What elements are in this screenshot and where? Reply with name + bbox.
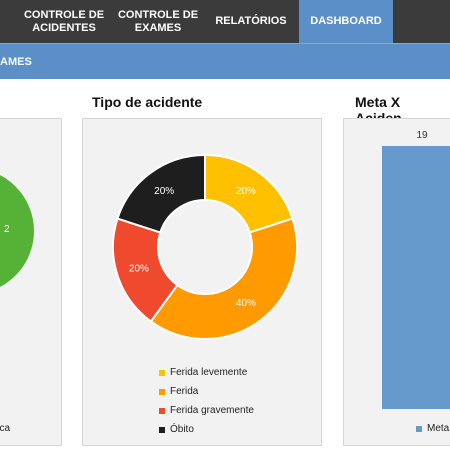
nav-dashboard[interactable]: DASHBOARD — [299, 0, 393, 43]
left-pie-chart — [0, 175, 34, 287]
donut-chart-panel: 20% 40% 20% 20% Ferida levemente Ferida Ferid… — [82, 118, 322, 446]
nav-relatorios[interactable]: RELATÓRIOS — [215, 15, 287, 27]
left-pie-label: 2 — [4, 224, 10, 235]
legend-label: Ferida gravemente — [170, 405, 254, 416]
donut-slice-label: 20% — [154, 186, 174, 197]
bar-legend-swatch — [416, 425, 422, 432]
legend-swatch — [159, 426, 165, 433]
left-pie-slice — [0, 175, 34, 287]
donut-slice — [149, 217, 298, 340]
left-chart-panel: 2 lica — [0, 118, 62, 446]
sub-header-label: AMES — [0, 56, 32, 68]
legend-swatch — [159, 388, 165, 395]
legend-swatch — [159, 407, 165, 414]
nav-controle-acidentes[interactable]: CONTROLE DE ACIDENTES — [23, 8, 105, 34]
legend-label: Ferida levemente — [170, 367, 248, 378]
legend-label: Óbito — [170, 424, 194, 435]
bar-value-label: 19 — [416, 130, 428, 141]
legend-swatch — [159, 369, 165, 376]
bar-chart-panel: 19 Meta — [343, 118, 450, 446]
donut-chart: 20% 40% 20% 20% — [112, 153, 298, 340]
donut-legend-item: Ferida — [159, 386, 198, 397]
sub-header-bar: AMES — [0, 43, 450, 79]
nav-controle-exames[interactable]: CONTROLE DE EXAMES — [117, 8, 199, 34]
bar-legend-label: Meta — [427, 423, 450, 434]
left-legend-partial: lica — [0, 423, 11, 434]
donut-legend-item: Ferida gravemente — [159, 405, 254, 416]
top-nav: CONTROLE DE ACIDENTES CONTROLE DE EXAMES… — [0, 0, 450, 43]
donut-slice-label: 40% — [236, 298, 256, 309]
legend-label: Ferida — [170, 386, 199, 397]
donut-slice-label: 20% — [236, 186, 256, 197]
donut-slice — [116, 153, 206, 234]
donut-title: Tipo de acidente — [92, 94, 203, 110]
donut-legend-item: Óbito — [159, 424, 194, 435]
bar-legend-item: Meta — [416, 423, 449, 434]
donut-slice-label: 20% — [129, 263, 149, 274]
bar-chart: 19 — [382, 130, 450, 409]
donut-legend-item: Ferida levemente — [159, 367, 247, 378]
bar-meta — [382, 146, 450, 409]
